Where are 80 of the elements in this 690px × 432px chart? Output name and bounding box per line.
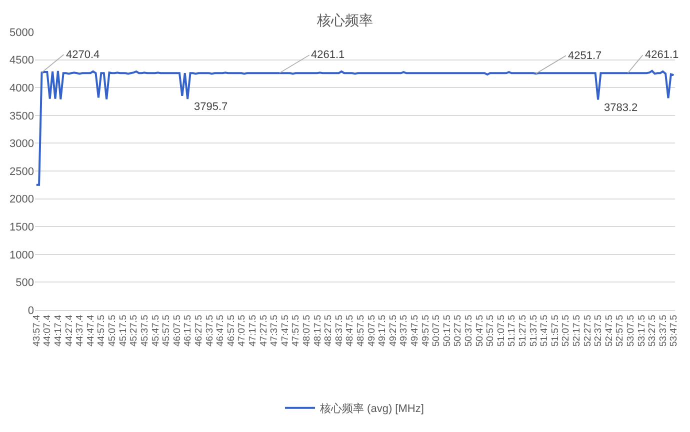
x-tick-label: 48:37.5 xyxy=(334,314,345,347)
x-tick-label: 48:17.5 xyxy=(312,314,324,347)
x-tick-label: 51:47.5 xyxy=(539,314,550,347)
x-tick-label: 44:07.4 xyxy=(42,314,54,347)
x-tick-label: 45:47.5 xyxy=(150,314,162,347)
x-tick-label: 53:47.5 xyxy=(668,314,680,347)
x-tick-label: 47:17.5 xyxy=(247,314,258,347)
x-tick-label: 49:37.5 xyxy=(398,314,410,347)
x-tick-label: 52:17.5 xyxy=(572,314,583,347)
x-tick-label: 48:07.5 xyxy=(301,314,312,347)
x-tick-label: 52:57.5 xyxy=(614,314,626,347)
x-tick-label: 44:57.5 xyxy=(96,314,108,347)
x-tick-label: 48:27.5 xyxy=(323,314,334,347)
annotation: 3783.2 xyxy=(604,102,638,114)
x-tick-label: 45:27.5 xyxy=(128,314,140,347)
x-tick-label: 47:27.5 xyxy=(258,314,270,347)
y-tick-label: 3500 xyxy=(10,110,34,122)
x-tick-label: 46:27.5 xyxy=(193,314,204,347)
y-tick-label: 1500 xyxy=(10,221,34,234)
x-tick-label: 50:57.5 xyxy=(485,314,496,347)
x-tick-label: 49:47.5 xyxy=(409,314,420,347)
x-tick-label: 45:57.5 xyxy=(161,314,172,347)
y-tick-label: 4000 xyxy=(10,82,34,94)
x-tick-label: 49:57.5 xyxy=(420,314,432,347)
x-tick-label: 50:27.5 xyxy=(452,314,464,347)
x-tick-label: 44:17.4 xyxy=(53,314,64,347)
y-tick-label: 1000 xyxy=(10,249,34,262)
x-tick-label: 52:47.5 xyxy=(604,314,615,347)
x-tick-label: 45:37.5 xyxy=(139,314,150,347)
x-tick-label: 50:07.5 xyxy=(431,314,442,347)
y-tick-label: 0 xyxy=(28,304,34,317)
x-tick-label: 46:47.5 xyxy=(215,314,226,347)
chart-title: 核心频率 xyxy=(316,12,373,28)
x-tick-label: 44:27.4 xyxy=(64,314,75,347)
x-tick-label: 53:27.5 xyxy=(647,314,658,347)
x-tick-label: 53:37.5 xyxy=(658,314,669,347)
x-tick-label: 48:57.5 xyxy=(355,314,366,347)
annotation: 3795.7 xyxy=(194,101,228,113)
x-tick-label: 49:17.5 xyxy=(377,314,388,347)
x-tick-label: 45:07.5 xyxy=(107,314,118,347)
annotation: 4261.1 xyxy=(645,49,679,61)
x-tick-label: 47:57.5 xyxy=(290,314,302,347)
x-tick-label: 49:27.5 xyxy=(388,314,399,347)
x-tick-label: 51:17.5 xyxy=(506,314,518,347)
x-tick-label: 51:27.5 xyxy=(518,314,529,347)
x-tick-label: 46:37.5 xyxy=(204,314,216,347)
x-tick-label: 43:57.4 xyxy=(31,314,42,347)
x-tick-label: 47:37.5 xyxy=(269,314,280,347)
annotation: 4251.7 xyxy=(568,50,602,62)
x-tick-label: 52:07.5 xyxy=(560,314,572,347)
x-tick-label: 46:17.5 xyxy=(182,314,194,347)
y-tick-label: 5000 xyxy=(10,26,34,39)
y-tick-label: 500 xyxy=(16,277,34,290)
x-tick-label: 50:47.5 xyxy=(474,314,486,347)
x-tick-label: 48:47.5 xyxy=(344,314,356,347)
y-tick-label: 4500 xyxy=(10,54,34,67)
x-tick-label: 44:47.4 xyxy=(85,314,96,347)
annotation: 4270.4 xyxy=(66,49,100,61)
x-tick-label: 51:37.5 xyxy=(528,314,540,347)
line-series xyxy=(35,70,675,186)
x-tick-label: 44:37.4 xyxy=(74,314,86,347)
x-tick-label: 52:37.5 xyxy=(593,314,604,347)
x-tick-label: 46:57.5 xyxy=(226,314,237,347)
x-tick-label: 47:47.5 xyxy=(280,314,291,347)
y-tick-label: 2500 xyxy=(10,166,34,178)
annotation: 4261.1 xyxy=(311,49,345,61)
x-tick-label: 45:17.5 xyxy=(118,314,129,347)
x-tick-label: 51:57.5 xyxy=(550,314,561,347)
y-tick-label: 3000 xyxy=(10,138,34,150)
x-tick-label: 47:07.5 xyxy=(236,314,248,347)
x-tick-label: 53:07.5 xyxy=(626,314,637,347)
x-tick-label: 51:07.5 xyxy=(496,314,507,347)
x-tick-label: 46:07.5 xyxy=(172,314,183,347)
legend-label: 核心频率 (avg) [MHz] xyxy=(319,402,424,416)
x-tick-label: 50:37.5 xyxy=(464,314,475,347)
x-tick-label: 53:17.5 xyxy=(636,314,648,347)
x-tick-label: 52:27.5 xyxy=(582,314,594,347)
y-tick-label: 2000 xyxy=(10,194,34,206)
x-tick-label: 49:07.5 xyxy=(366,314,378,347)
x-tick-label: 50:17.5 xyxy=(442,314,453,347)
